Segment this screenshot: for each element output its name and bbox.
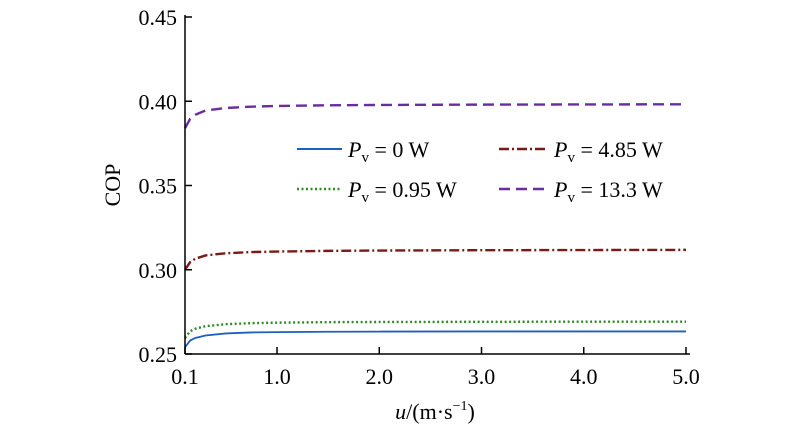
- x-tick-label: 2.0: [366, 364, 394, 389]
- y-tick-label: 0.30: [139, 258, 178, 283]
- x-tick-label: 1.0: [263, 364, 291, 389]
- x-axis-title: u/(m·s−1): [395, 399, 475, 424]
- y-tick-label: 0.25: [139, 342, 178, 367]
- x-axis-var: u: [395, 399, 406, 424]
- legend-entry-2: Pv = 4.85 W: [499, 137, 663, 166]
- svg-text:Pv = 4.85 W: Pv = 4.85 W: [553, 137, 663, 166]
- legend-sub-2: v: [567, 150, 575, 166]
- x-tick-label: 0.1: [171, 364, 199, 389]
- x-axis-close: ): [468, 399, 475, 424]
- legend-entry-0: Pv = 0 W: [297, 137, 429, 166]
- series-line-3: [183, 103, 687, 129]
- x-tick-label: 3.0: [468, 364, 496, 389]
- x-axis-exp: −1: [453, 399, 468, 414]
- series-line-0: [184, 330, 686, 348]
- x-tick-label: 4.0: [570, 364, 598, 389]
- legend-entry-3: Pv = 13.3 W: [499, 177, 663, 206]
- legend-var-1: P: [347, 177, 361, 202]
- svg-text:Pv = 13.3 W: Pv = 13.3 W: [553, 177, 663, 206]
- svg-text:Pv = 0 W: Pv = 0 W: [347, 137, 429, 166]
- y-axis-title: COP: [100, 164, 125, 207]
- legend-var-2: P: [553, 137, 567, 162]
- legend-sub-1: v: [361, 190, 369, 206]
- series-layer: [183, 103, 687, 348]
- y-tick-label: 0.40: [139, 89, 178, 114]
- legend-sub-3: v: [567, 190, 575, 206]
- axes: [184, 15, 690, 355]
- svg-text:Pv = 0.95 W: Pv = 0.95 W: [347, 177, 457, 206]
- y-tick-label: 0.35: [139, 174, 178, 199]
- legend-var-3: P: [553, 177, 567, 202]
- series-line-2: [184, 248, 687, 271]
- legend-sub-0: v: [361, 150, 369, 166]
- legend-value-3: = 13.3 W: [575, 177, 663, 202]
- legend-var-0: P: [347, 137, 361, 162]
- legend-entry-1: Pv = 0.95 W: [297, 177, 457, 206]
- legend: Pv = 0 W Pv = 4.85 W Pv = 0.95 W Pv = 13…: [297, 137, 663, 206]
- legend-value-2: = 4.85 W: [575, 137, 663, 162]
- y-tick-label: 0.45: [139, 5, 178, 30]
- legend-value-0: = 0 W: [369, 137, 430, 162]
- legend-value-1: = 0.95 W: [369, 177, 457, 202]
- series-line-1: [184, 320, 686, 339]
- x-axis-unit: /(m·s: [406, 399, 452, 424]
- x-tick-label: 5.0: [672, 364, 700, 389]
